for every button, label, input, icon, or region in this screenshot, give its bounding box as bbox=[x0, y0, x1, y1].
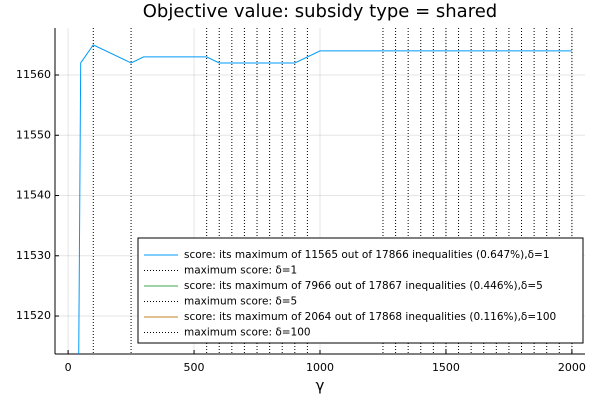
data-line bbox=[78, 44, 572, 354]
legend-label: score: its maximum of 7966 out of 17867 … bbox=[184, 280, 543, 292]
x-tick-label: 0 bbox=[65, 361, 72, 374]
x-tick-label: 2000 bbox=[558, 361, 586, 374]
y-tick-label: 11530 bbox=[16, 249, 51, 262]
y-tick-label: 11550 bbox=[16, 128, 51, 141]
x-tick-label: 1500 bbox=[432, 361, 460, 374]
legend-label: maximum score: δ=1 bbox=[184, 265, 297, 277]
legend-label: score: its maximum of 2064 out of 17868 … bbox=[184, 311, 556, 323]
x-axis-label: γ bbox=[316, 377, 325, 395]
legend-label: maximum score: δ=5 bbox=[184, 296, 297, 308]
x-tick-label: 1000 bbox=[306, 361, 334, 374]
legend-label: score: its maximum of 11565 out of 17866… bbox=[184, 249, 550, 261]
chart-title: Objective value: subsidy type = shared bbox=[143, 1, 497, 22]
plot-area bbox=[78, 28, 573, 354]
y-tick-label: 11520 bbox=[16, 309, 51, 322]
x-tick-label: 500 bbox=[184, 361, 205, 374]
legend-box bbox=[137, 237, 584, 344]
legend-label: maximum score: δ=100 bbox=[184, 327, 311, 339]
y-tick-label: 11540 bbox=[16, 189, 51, 202]
y-tick-label: 11560 bbox=[16, 68, 51, 81]
